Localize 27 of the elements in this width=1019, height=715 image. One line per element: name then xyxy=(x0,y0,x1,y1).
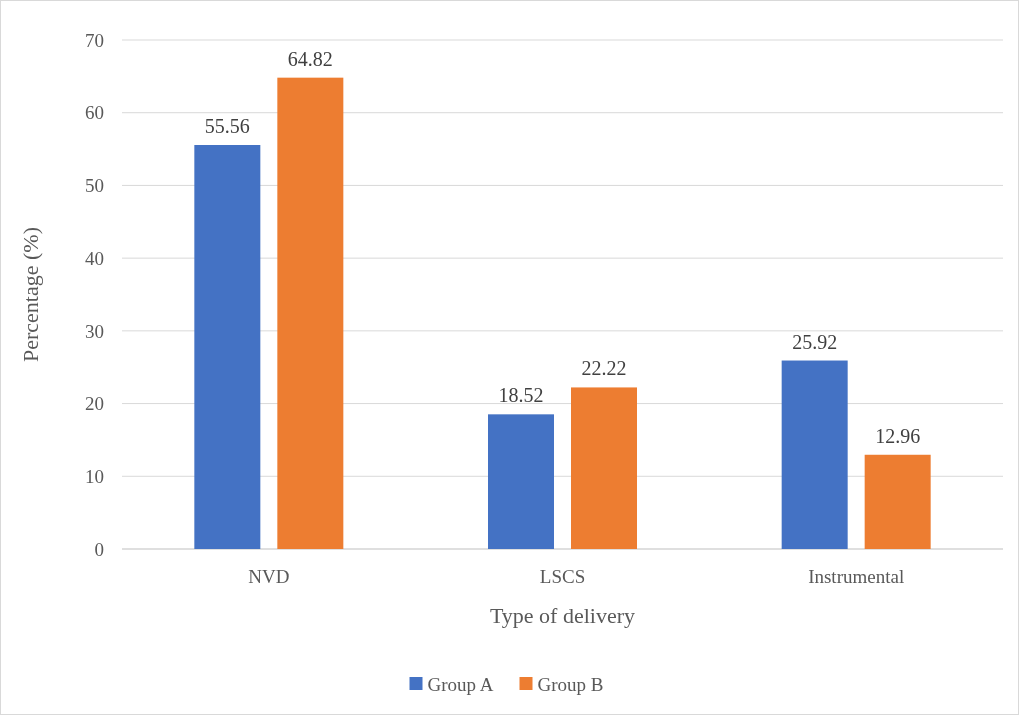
y-axis-title: Percentage (%) xyxy=(18,227,43,362)
data-label: 55.56 xyxy=(204,115,250,137)
bar xyxy=(194,145,261,549)
y-tick-label: 40 xyxy=(85,247,104,269)
y-tick-label: 20 xyxy=(85,393,104,415)
data-label: 18.52 xyxy=(498,384,544,407)
data-label: 25.92 xyxy=(792,330,838,353)
bar xyxy=(864,454,931,549)
legend-label: Group A xyxy=(427,673,494,695)
y-tick-label: 0 xyxy=(94,538,104,560)
y-tick-label: 10 xyxy=(85,465,104,487)
y-tick-label: 30 xyxy=(85,320,104,342)
bar xyxy=(571,387,637,549)
y-tick-label: 70 xyxy=(85,29,104,51)
x-tick-label: LSCS xyxy=(539,566,586,587)
legend-label: Group B xyxy=(537,673,604,695)
bar xyxy=(781,360,848,549)
y-tick-label: 50 xyxy=(85,175,104,197)
bar xyxy=(277,77,344,549)
data-label: 22.22 xyxy=(581,357,627,380)
y-tick-label: 60 xyxy=(85,102,104,124)
x-tick-label: Instrumental xyxy=(808,566,905,587)
x-axis-title: Type of delivery xyxy=(489,603,636,628)
data-label: 12.96 xyxy=(875,424,921,447)
x-tick-label: NVD xyxy=(248,566,290,587)
data-label: 64.82 xyxy=(287,47,333,70)
bar xyxy=(488,414,554,549)
